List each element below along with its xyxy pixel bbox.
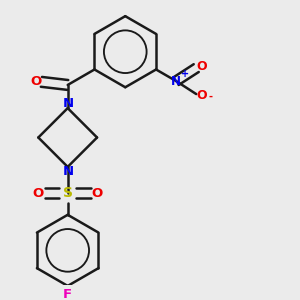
Text: N: N xyxy=(63,165,74,178)
Text: O: O xyxy=(196,60,207,74)
Text: +: + xyxy=(181,69,189,79)
Text: -: - xyxy=(208,92,212,102)
Text: N: N xyxy=(63,97,74,110)
Text: S: S xyxy=(63,186,73,200)
Text: O: O xyxy=(92,187,103,200)
Text: O: O xyxy=(30,75,41,88)
Text: N: N xyxy=(171,75,181,88)
Text: F: F xyxy=(63,288,72,300)
Text: O: O xyxy=(196,89,207,102)
Text: O: O xyxy=(33,187,44,200)
